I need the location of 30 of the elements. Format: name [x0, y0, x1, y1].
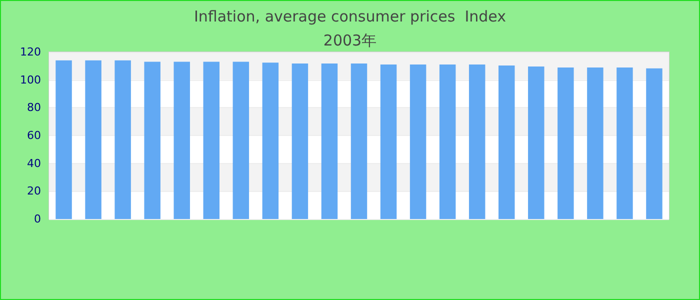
bar [174, 62, 190, 219]
bar [468, 64, 486, 219]
bar [646, 68, 662, 219]
y-tick-label: 0 [34, 212, 41, 226]
bar [203, 62, 220, 219]
bar [321, 64, 338, 219]
bar [85, 60, 102, 219]
y-tick-label: 40 [27, 156, 41, 170]
chart-subtitle: 2003年 [323, 32, 377, 50]
bar [232, 62, 250, 219]
bar [587, 67, 604, 219]
bar [292, 64, 308, 219]
chart-title: Inflation, average consumer prices Index [194, 8, 506, 26]
y-tick-label: 80 [27, 101, 41, 114]
bar [380, 64, 397, 219]
bar [616, 67, 633, 219]
bar [262, 62, 279, 219]
bar [410, 64, 426, 219]
bar [350, 64, 368, 219]
bar [114, 60, 131, 219]
y-tick-label: 100 [20, 73, 41, 86]
bar [558, 67, 574, 219]
bar [528, 66, 544, 219]
y-tick-label: 120 [20, 46, 41, 58]
bar [144, 62, 160, 219]
y-tick-label: 20 [27, 184, 41, 198]
y-tick-label: 60 [27, 129, 41, 142]
bar [439, 64, 456, 219]
bar [498, 66, 515, 219]
bar [56, 60, 72, 219]
